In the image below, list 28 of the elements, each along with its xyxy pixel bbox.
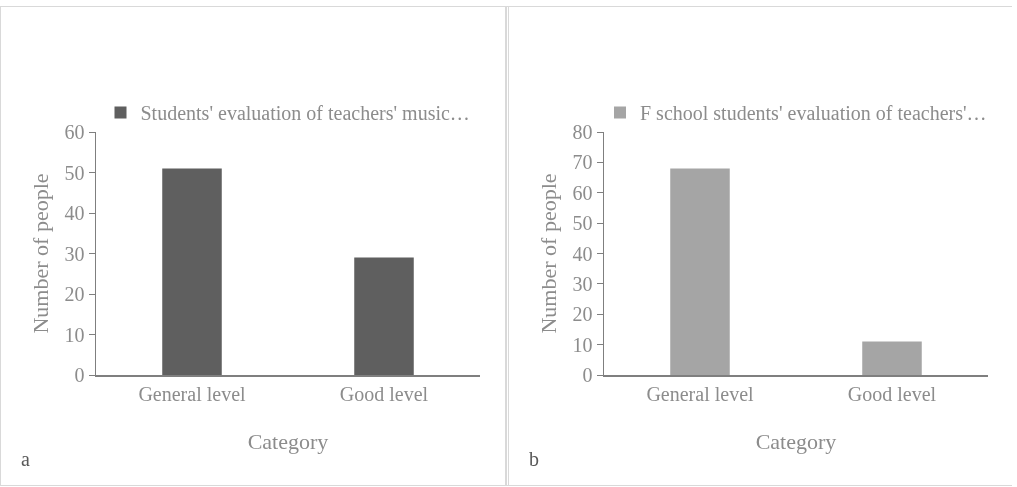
y-tick-label: 60 xyxy=(572,181,593,204)
y-tick-label: 50 xyxy=(572,212,593,235)
y-axis-title: Number of people xyxy=(535,173,561,334)
text: a xyxy=(21,448,30,470)
y-tick-label: 60 xyxy=(64,121,85,143)
y-tick-label: 40 xyxy=(572,242,593,265)
y-tick-label: 80 xyxy=(572,121,593,143)
x-tick-label: Good level xyxy=(847,382,937,405)
text: b xyxy=(529,448,539,470)
x-tick-label: Good level xyxy=(339,382,429,405)
y-tick-label: 10 xyxy=(572,333,593,356)
y-tick-label: 10 xyxy=(64,323,85,346)
x-tick-label: General level xyxy=(646,382,755,405)
legend-label: Students' evaluation of teachers' music… xyxy=(140,102,470,125)
y-tick-label: 20 xyxy=(572,303,593,326)
y-tick-label: 70 xyxy=(572,151,593,174)
y-tick-label: 40 xyxy=(64,202,85,224)
legend-label: F school students' evaluation of teachers'… xyxy=(640,102,987,125)
y-tick-label: 0 xyxy=(74,364,85,386)
x-axis-title: Category xyxy=(247,429,329,455)
y-tick-label: 30 xyxy=(572,272,593,295)
y-tick-label: 0 xyxy=(582,364,593,386)
y-tick-label: 30 xyxy=(64,242,85,265)
y-axis-title: Number of people xyxy=(27,173,53,334)
y-tick-label: 50 xyxy=(64,161,85,184)
x-axis-title: Category xyxy=(755,429,837,455)
y-tick-label: 20 xyxy=(64,283,85,305)
x-tick-label: General level xyxy=(138,382,247,405)
